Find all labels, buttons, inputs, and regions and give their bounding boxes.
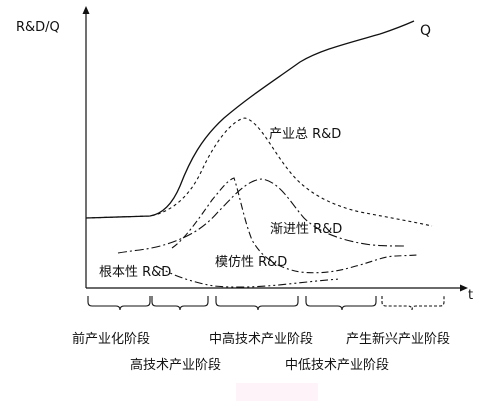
stage-braces bbox=[87, 296, 445, 311]
stage-mid-high-tech: 中高技术产业阶段 bbox=[209, 331, 313, 347]
label-industry-total: 产业总 R&D bbox=[269, 127, 341, 142]
curve-imitation bbox=[171, 177, 419, 274]
y-axis-label: R&D/Q bbox=[16, 20, 60, 35]
stage-high-tech: 高技术产业阶段 bbox=[130, 357, 221, 373]
stage-pre-industrialization: 前产业化阶段 bbox=[72, 331, 150, 347]
stage-mid-low-tech: 中低技术产业阶段 bbox=[285, 358, 389, 373]
label-radical: 根本性 R&D bbox=[99, 265, 171, 280]
x-axis-label: t bbox=[468, 288, 473, 303]
label-q: Q bbox=[420, 23, 431, 39]
y-axis-arrow bbox=[82, 6, 90, 14]
curve-incremental bbox=[117, 178, 407, 254]
label-incremental: 渐进性 R&D bbox=[270, 222, 342, 237]
stage-emerging: 产生新兴产业阶段 bbox=[346, 331, 450, 347]
curve-industry-total bbox=[85, 117, 433, 227]
brace-high-tech bbox=[151, 296, 209, 311]
pink-highlight-artifact bbox=[236, 383, 318, 401]
x-axis-arrow bbox=[460, 284, 468, 292]
brace-mid-high-tech bbox=[215, 296, 299, 311]
curve-q bbox=[85, 20, 415, 219]
brace-mid-low-tech bbox=[305, 296, 377, 311]
label-imitation: 模仿性 R&D bbox=[215, 255, 287, 270]
brace-emerging bbox=[381, 296, 445, 311]
brace-pre-industrialization bbox=[87, 296, 151, 311]
